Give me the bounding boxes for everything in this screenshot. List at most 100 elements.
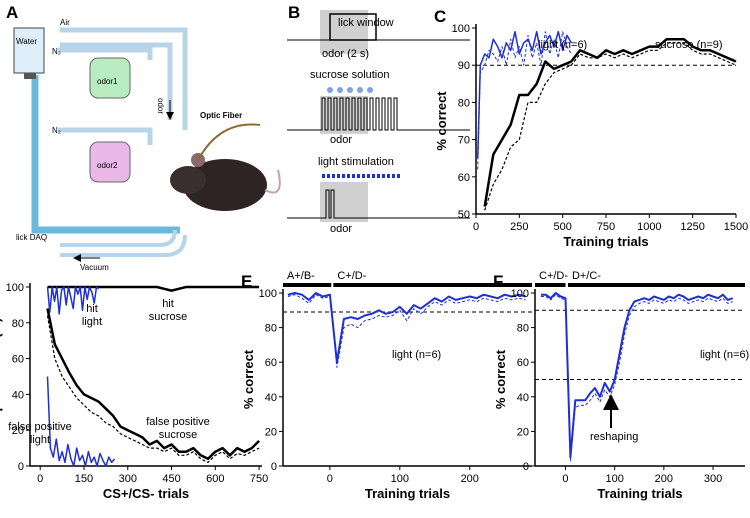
x-tick-label: 100 — [391, 473, 409, 485]
panel-letter: F — [493, 272, 503, 291]
water-bottle — [14, 28, 44, 73]
y-tick-label: 60 — [265, 357, 277, 369]
y-tick-label: 80 — [517, 323, 529, 335]
label: lick DAQ — [16, 233, 47, 242]
y-tick-label: 100 — [452, 23, 470, 35]
y-tick-label: 40 — [517, 392, 529, 404]
x-tick-label: 0 — [473, 221, 479, 233]
x-tick-label: 0 — [37, 473, 43, 485]
label: light stimulation — [318, 156, 394, 168]
y-tick-label: 20 — [265, 426, 277, 438]
y-axis-label: Response ratio (%) — [0, 318, 3, 436]
annotation: light (n=6) — [538, 39, 587, 51]
y-tick-label: 20 — [517, 426, 529, 438]
x-tick-label: 300 — [119, 473, 137, 485]
x-tick-label: 750 — [597, 221, 615, 233]
panel-letter: C — [434, 7, 446, 26]
x-tick-label: 750 — [250, 473, 268, 485]
x-tick-label: 250 — [510, 221, 528, 233]
annotation-line: hit — [162, 298, 174, 310]
x-axis-label: CS+/CS- trials — [103, 486, 189, 501]
bottle-cap — [24, 73, 36, 79]
panel-letter: A — [6, 3, 18, 22]
label: odor — [330, 223, 352, 235]
y-tick-label: 100 — [511, 288, 529, 300]
y-tick-label: 40 — [12, 389, 24, 401]
label: N₂ — [52, 126, 61, 135]
y-tick-label: 70 — [458, 135, 470, 147]
label: odor (2 s) — [322, 48, 369, 60]
panel-a: A Air N₂ N₂ Water odor1 odor2 odor Optic… — [6, 3, 280, 272]
x-tick-label: 100 — [605, 473, 623, 485]
x-tick-label: 300 — [704, 473, 722, 485]
x-tick-label: 1000 — [637, 221, 661, 233]
x-tick-label: 1500 — [724, 221, 748, 233]
y-tick-label: 60 — [12, 354, 24, 366]
annotation-line: light — [30, 434, 50, 446]
odor-window — [320, 182, 368, 222]
series-line — [485, 43, 736, 210]
series-line — [478, 32, 572, 170]
y-axis-label: % correct — [434, 91, 449, 151]
annotation-line: light — [82, 316, 102, 328]
label: Vacuum — [80, 263, 109, 272]
x-tick-label: 500 — [553, 221, 571, 233]
annotation-line: false positive — [8, 421, 72, 433]
phase-label: C+/D- — [337, 270, 366, 282]
x-tick-label: 0 — [327, 473, 333, 485]
y-tick-label: 100 — [6, 282, 24, 294]
label: Air — [60, 18, 70, 27]
fiber — [198, 124, 260, 160]
y-tick-label: 60 — [458, 172, 470, 184]
x-tick-label: 200 — [655, 473, 673, 485]
y-tick-label: 60 — [517, 357, 529, 369]
x-axis-label: Training trials — [365, 486, 450, 501]
vacuum-tube — [60, 230, 185, 255]
y-tick-label: 80 — [12, 318, 24, 330]
y-axis-label: % correct — [493, 349, 508, 409]
y-tick-label: 50 — [458, 209, 470, 221]
label: Water — [16, 37, 37, 46]
label: odor2 — [97, 161, 118, 170]
phase-label: C+/D- — [539, 270, 568, 282]
y-tick-label: 0 — [271, 461, 277, 473]
label: sucrose solution — [310, 69, 390, 81]
y-tick-label: 0 — [18, 461, 24, 473]
y-tick-label: 80 — [458, 97, 470, 109]
label: Optic Fiber — [200, 111, 242, 120]
x-tick-label: 0 — [562, 473, 568, 485]
tail — [265, 170, 280, 193]
y-tick-label: 40 — [265, 392, 277, 404]
annotation-line: hit — [86, 303, 98, 315]
trace — [287, 190, 470, 218]
phase-label: D+/C- — [572, 270, 601, 282]
y-tick-label: 0 — [523, 461, 529, 473]
y-tick-label: 80 — [265, 323, 277, 335]
y-tick-label: 90 — [458, 60, 470, 72]
y-axis-label: % correct — [241, 349, 256, 409]
x-tick-label: 1250 — [680, 221, 704, 233]
panel-letter: E — [241, 272, 252, 291]
x-tick-label: 150 — [75, 473, 93, 485]
panel-letter: B — [288, 3, 300, 22]
drops — [327, 87, 373, 93]
annotation: sucrose (n=9) — [655, 39, 723, 51]
series-line — [48, 309, 260, 459]
annotation: light (n=6) — [700, 349, 749, 361]
x-axis-label: Training trials — [563, 234, 648, 249]
annotation-line: sucrose — [149, 311, 188, 323]
label: lick window — [338, 17, 394, 29]
x-tick-label: 200 — [461, 473, 479, 485]
label: odor — [330, 134, 352, 146]
label: odor — [156, 98, 165, 114]
label: odor1 — [97, 77, 118, 86]
annotation: light (n=6) — [392, 349, 441, 361]
annotation-line: false positive — [146, 416, 210, 428]
annotation-line: sucrose — [159, 429, 198, 441]
mouse-head — [170, 166, 206, 194]
